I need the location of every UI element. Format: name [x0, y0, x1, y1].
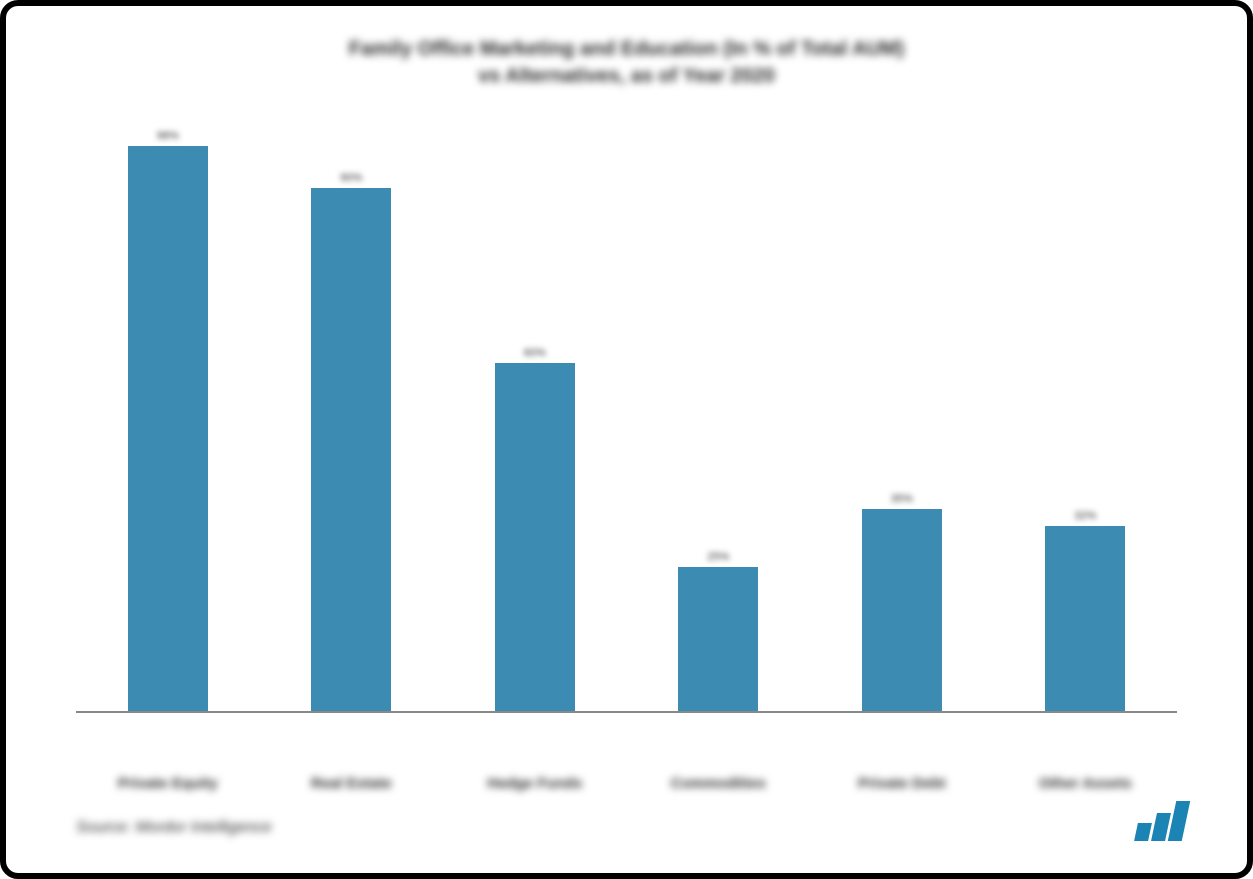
bar-value-label: 98%	[157, 130, 179, 142]
source-attribution: Source: Mordor Intelligence	[76, 819, 272, 837]
x-label: Private Equity	[76, 775, 260, 793]
bars-container: 98% 90% 60% 25% 35%	[76, 130, 1177, 713]
bar-slot: 98%	[76, 130, 260, 713]
bar-slot: 90%	[260, 130, 444, 713]
bar-value-label: 35%	[891, 493, 913, 505]
x-label: Hedge Funds	[443, 775, 627, 793]
x-label: Other Assets	[994, 775, 1178, 793]
bar-commodities	[678, 567, 758, 713]
bar-hedge-funds	[495, 363, 575, 713]
bar-value-label: 32%	[1074, 510, 1096, 522]
bar-value-label: 90%	[340, 172, 362, 184]
chart-title: Family Office Marketing and Education (I…	[46, 36, 1207, 90]
title-line-2: vs Alternatives, as of Year 2020	[46, 63, 1207, 90]
bar-private-equity	[128, 146, 208, 713]
x-label: Commodities	[627, 775, 811, 793]
bar-slot: 60%	[443, 130, 627, 713]
bar-slot: 32%	[994, 130, 1178, 713]
plot: 98% 90% 60% 25% 35%	[76, 110, 1177, 833]
bar-real-estate	[311, 188, 391, 713]
x-axis-baseline	[76, 711, 1177, 713]
x-label: Private Debt	[810, 775, 994, 793]
x-label: Real Estate	[260, 775, 444, 793]
chart-area: 98% 90% 60% 25% 35%	[46, 110, 1207, 833]
bar-slot: 25%	[627, 130, 811, 713]
bar-slot: 35%	[810, 130, 994, 713]
bar-other-assets	[1045, 526, 1125, 713]
bar-private-debt	[862, 509, 942, 713]
title-line-1: Family Office Marketing and Education (I…	[46, 36, 1207, 63]
mordor-logo-icon	[1136, 801, 1192, 841]
chart-frame: Family Office Marketing and Education (I…	[0, 0, 1253, 879]
bar-value-label: 60%	[524, 347, 546, 359]
bar-value-label: 25%	[707, 551, 729, 563]
x-axis-labels: Private Equity Real Estate Hedge Funds C…	[76, 775, 1177, 793]
